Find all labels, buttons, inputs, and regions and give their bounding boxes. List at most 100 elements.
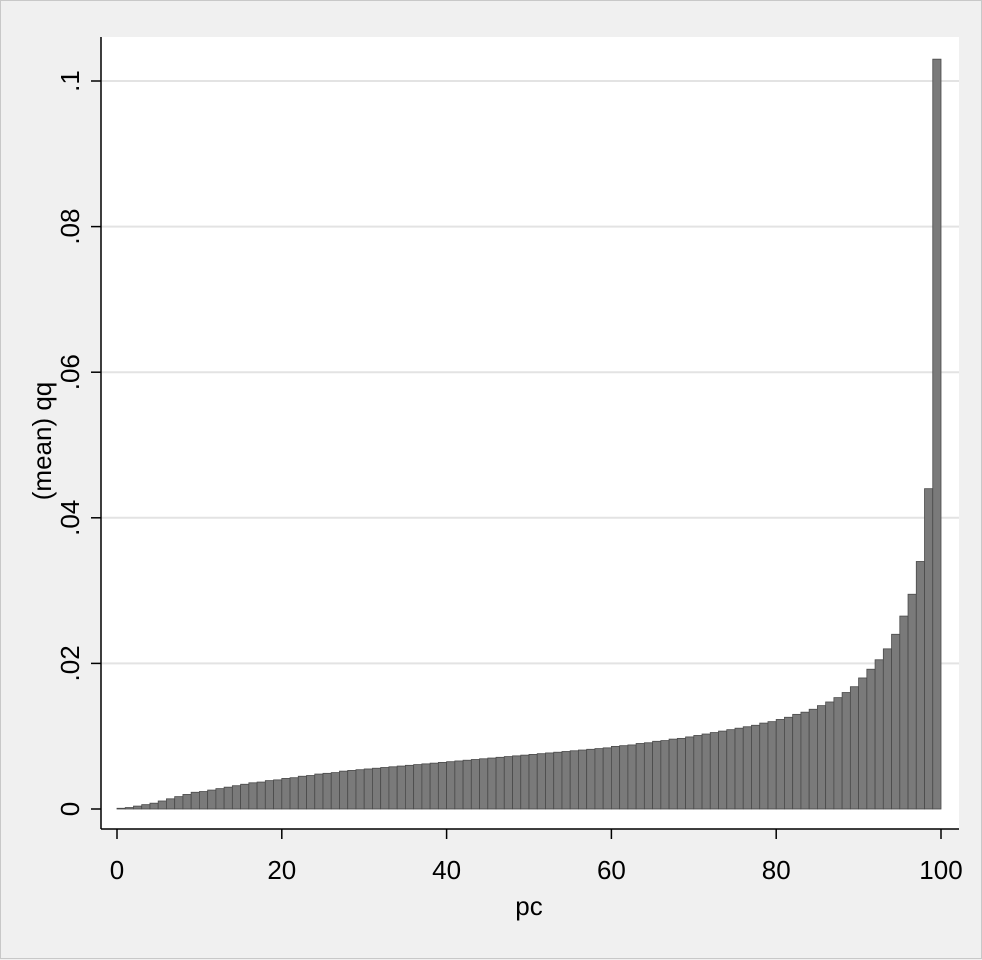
- bar: [594, 748, 604, 810]
- bar: [578, 749, 588, 810]
- x-tick-label: 80: [762, 855, 791, 885]
- bar: [792, 713, 802, 810]
- bar: [915, 561, 925, 810]
- bar: [841, 692, 851, 810]
- bar: [363, 768, 373, 810]
- bar: [907, 593, 917, 810]
- bar: [240, 783, 250, 810]
- bar: [421, 763, 431, 810]
- y-tick-label: .02: [55, 645, 85, 681]
- bar: [553, 751, 563, 810]
- bar: [380, 767, 390, 810]
- bar: [611, 745, 621, 810]
- bar: [207, 789, 217, 810]
- bar: [932, 58, 942, 810]
- bar: [487, 757, 497, 810]
- bar: [858, 677, 868, 810]
- bar: [833, 697, 843, 810]
- y-tick-label: 0: [55, 802, 85, 816]
- bar: [157, 800, 167, 810]
- bar: [619, 745, 629, 810]
- bar: [536, 753, 546, 810]
- x-tick-label: 0: [110, 855, 124, 885]
- bar: [141, 804, 151, 810]
- y-tick-label: .06: [55, 354, 85, 390]
- bar: [454, 760, 464, 810]
- bar: [627, 744, 637, 810]
- bar: [635, 743, 645, 810]
- bar: [190, 791, 200, 810]
- bar: [462, 759, 472, 810]
- bar: [899, 615, 909, 810]
- bar: [503, 756, 513, 810]
- bar: [322, 772, 332, 810]
- bar: [166, 798, 176, 810]
- bar: [775, 719, 785, 810]
- bar: [602, 747, 612, 810]
- bar: [520, 754, 530, 810]
- bar: [726, 729, 736, 810]
- bar: [545, 752, 555, 810]
- bar: [808, 708, 818, 810]
- bar: [660, 740, 670, 810]
- bar: [256, 781, 266, 810]
- bar: [685, 736, 695, 810]
- bar: [817, 705, 827, 810]
- bar: [355, 769, 365, 810]
- bar: [825, 701, 835, 810]
- bar: [512, 755, 522, 810]
- bar: [849, 686, 859, 810]
- bar: [586, 748, 596, 810]
- bar: [124, 807, 134, 810]
- bar: [882, 648, 892, 810]
- bar: [742, 726, 752, 810]
- bar: [273, 779, 283, 810]
- x-tick-label: 100: [919, 855, 962, 885]
- bar: [479, 758, 489, 810]
- x-axis-title: pc: [515, 891, 542, 921]
- bar: [437, 762, 447, 810]
- bar: [306, 775, 316, 810]
- bar: [924, 488, 934, 810]
- bar: [759, 722, 769, 810]
- bar: [718, 730, 728, 810]
- axes: [91, 37, 959, 839]
- bar: [800, 711, 810, 810]
- bar: [404, 764, 415, 810]
- bar: [264, 780, 274, 810]
- x-tick-label: 60: [597, 855, 626, 885]
- bar: [174, 796, 184, 810]
- bar: [891, 633, 901, 810]
- x-tick-label: 40: [432, 855, 461, 885]
- bar: [372, 767, 382, 810]
- bar: [709, 732, 719, 810]
- bar: [767, 721, 777, 810]
- bar: [133, 805, 143, 810]
- bar: [149, 802, 159, 810]
- bar: [429, 762, 439, 810]
- bar: [751, 724, 761, 810]
- bar: [289, 777, 299, 810]
- bar: [561, 751, 571, 810]
- bar: [223, 786, 233, 810]
- bar: [701, 733, 711, 810]
- bar: [446, 761, 456, 810]
- bar: [198, 791, 209, 810]
- bar: [396, 765, 406, 810]
- bar: [676, 737, 686, 810]
- bar: [248, 782, 258, 810]
- bar: [652, 740, 662, 810]
- y-tick-label: .08: [55, 209, 85, 245]
- y-tick-label: .04: [55, 500, 85, 536]
- bar: [734, 727, 744, 810]
- bar: [413, 764, 423, 810]
- bar: [495, 756, 505, 810]
- bar: [388, 766, 398, 810]
- bar: [215, 788, 225, 810]
- bar: [470, 759, 480, 810]
- bar: [314, 773, 324, 810]
- bar: [182, 794, 192, 810]
- bar: [866, 668, 876, 810]
